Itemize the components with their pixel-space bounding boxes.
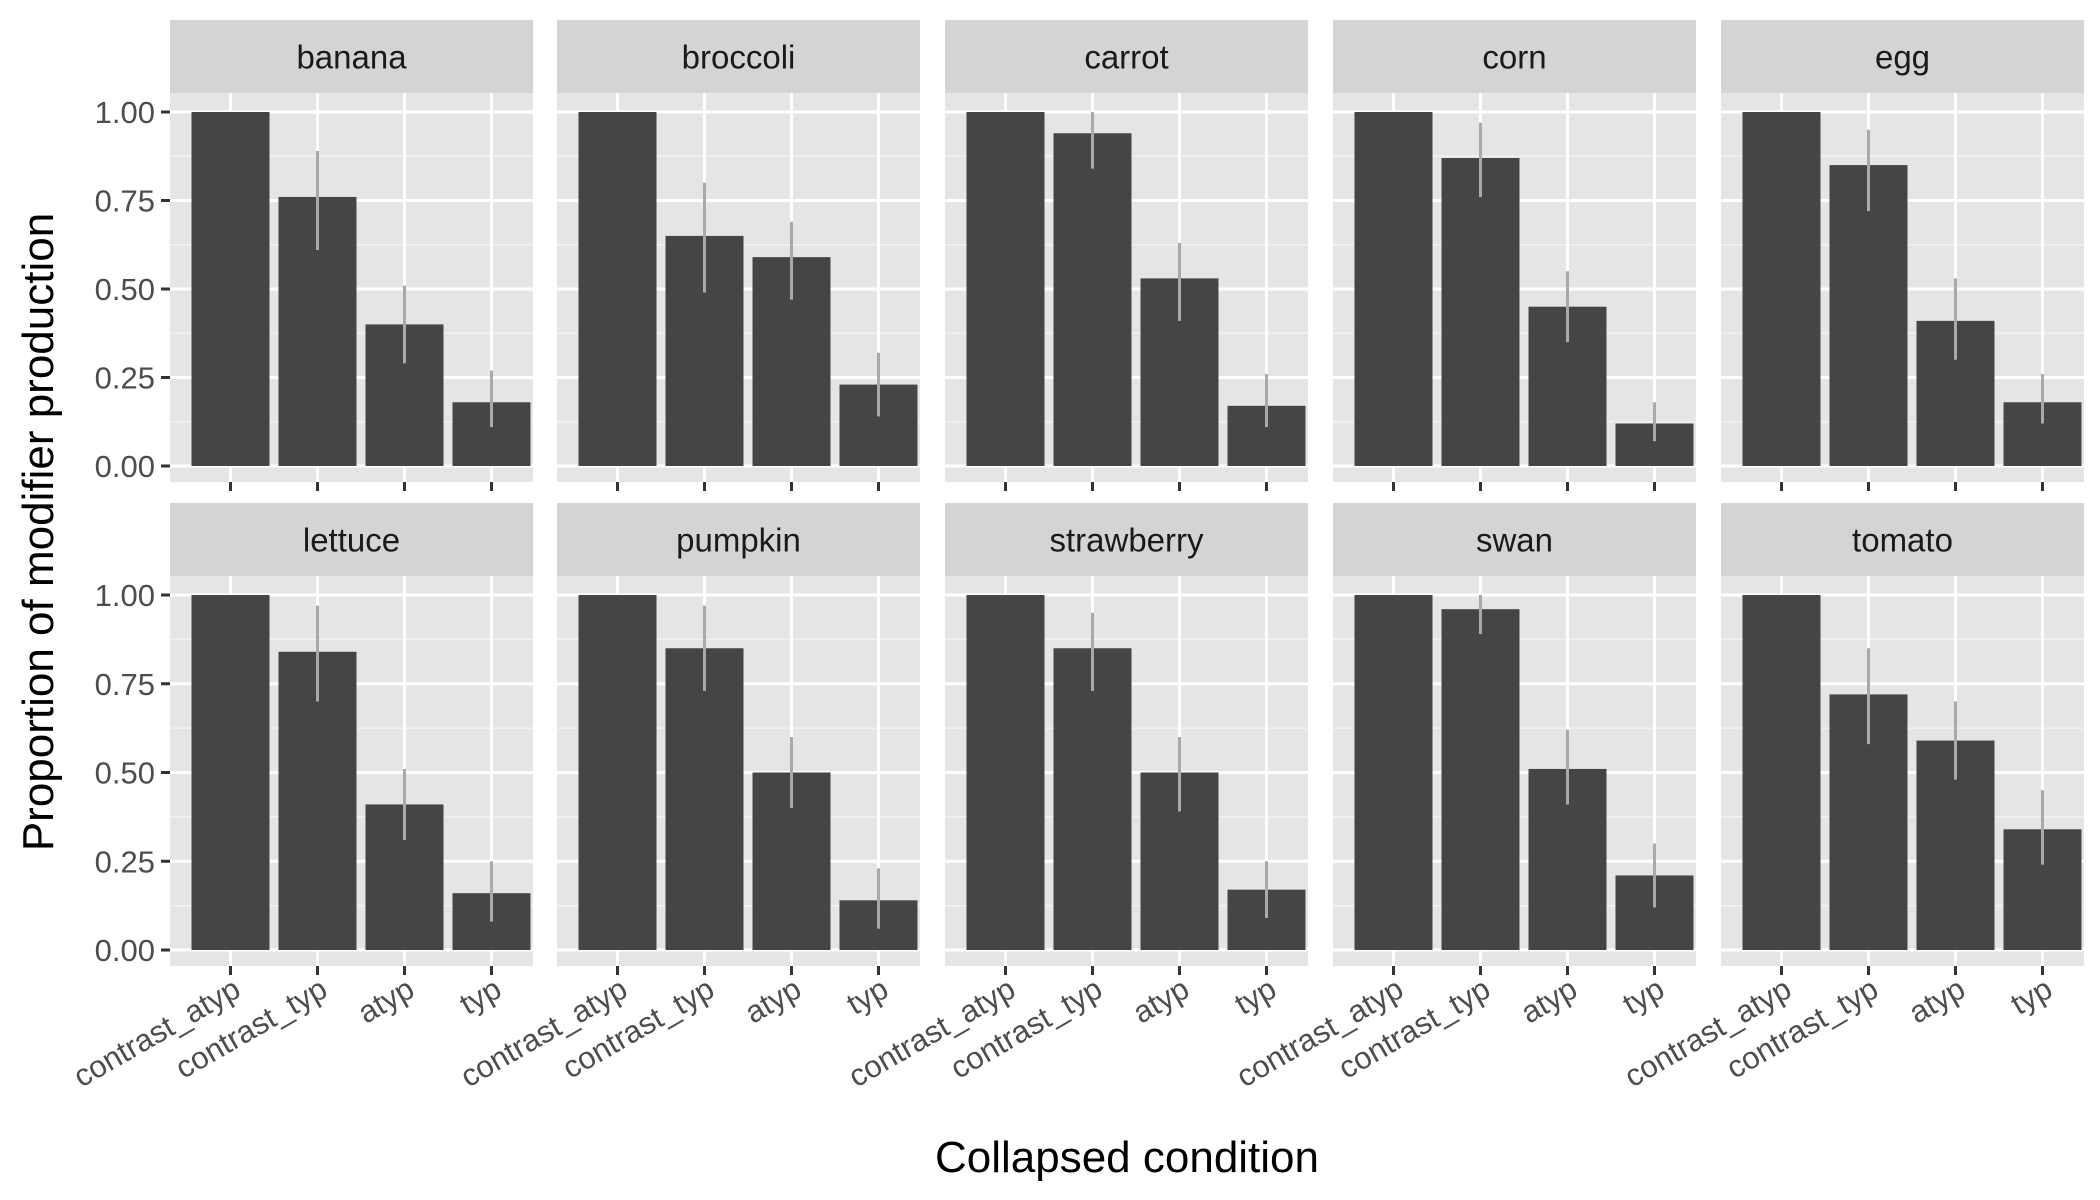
x-tick-label: typ bbox=[2005, 971, 2058, 1022]
facet-strip bbox=[1333, 20, 1696, 93]
bar-contrast_atyp bbox=[1742, 595, 1821, 950]
bar-contrast_typ bbox=[1829, 165, 1908, 466]
bar-contrast_atyp bbox=[191, 595, 270, 950]
facet-panels: banana 0.00 0.25 0.50 0.75 1.00 broccoli carrot… bbox=[67, 20, 2084, 1094]
bar-contrast_atyp bbox=[966, 112, 1045, 466]
x-tick-label: atyp bbox=[1903, 971, 1971, 1031]
facet-strip-label: broccoli bbox=[682, 39, 796, 76]
facet-strip bbox=[1721, 20, 2084, 93]
y-tick-label: 0.50 bbox=[95, 756, 155, 791]
bar-contrast_typ bbox=[1441, 158, 1520, 466]
facet-strip-label: carrot bbox=[1084, 39, 1168, 76]
facet-strip-label: lettuce bbox=[303, 522, 400, 559]
bar-contrast_atyp bbox=[191, 112, 270, 466]
bar-contrast_atyp bbox=[578, 595, 657, 950]
y-axis-title: Proportion of modifier production bbox=[14, 213, 63, 851]
facet-strip-label: strawberry bbox=[1049, 522, 1204, 559]
facet-banana: banana 0.00 0.25 0.50 0.75 1.00 bbox=[95, 20, 533, 491]
facet-strip bbox=[945, 20, 1308, 93]
x-tick-label: typ bbox=[454, 971, 507, 1022]
y-tick-label: 1.00 bbox=[95, 578, 155, 613]
y-tick-label: 0.75 bbox=[95, 667, 155, 702]
bar-contrast_typ bbox=[1053, 648, 1132, 950]
facet-carrot: carrot bbox=[945, 20, 1308, 491]
bar-contrast_atyp bbox=[578, 112, 657, 466]
x-tick-label: atyp bbox=[352, 971, 420, 1031]
y-tick-label: 0.25 bbox=[95, 361, 155, 396]
x-tick-label: typ bbox=[841, 971, 894, 1022]
facet-strip bbox=[1333, 503, 1696, 576]
x-tick-label: typ bbox=[1229, 971, 1282, 1022]
facet-strip-label: corn bbox=[1482, 39, 1546, 76]
facet-strip-label: banana bbox=[296, 39, 407, 76]
bar-contrast_atyp bbox=[1742, 112, 1821, 466]
x-tick-label: atyp bbox=[1515, 971, 1583, 1031]
bar-contrast_typ bbox=[1053, 133, 1132, 467]
facet-corn: corn bbox=[1333, 20, 1696, 491]
facet-strip bbox=[170, 503, 533, 576]
y-tick-label: 0.00 bbox=[95, 933, 155, 968]
bar-contrast_typ bbox=[1441, 609, 1520, 950]
y-tick-label: 0.75 bbox=[95, 184, 155, 219]
x-tick-label: typ bbox=[1617, 971, 1670, 1022]
bar-contrast_atyp bbox=[966, 595, 1045, 950]
facet-strip bbox=[1721, 503, 2084, 576]
facet-strip-label: egg bbox=[1875, 39, 1930, 76]
facet-egg: egg bbox=[1721, 20, 2084, 491]
facet-strip-label: swan bbox=[1476, 522, 1553, 559]
y-tick-label: 0.25 bbox=[95, 844, 155, 879]
bar-contrast_atyp bbox=[1354, 595, 1433, 950]
facet-strip-label: pumpkin bbox=[676, 522, 801, 559]
facet-broccoli: broccoli bbox=[557, 20, 920, 491]
y-tick-label: 1.00 bbox=[95, 95, 155, 130]
bar-contrast_typ bbox=[665, 648, 744, 950]
facet-strip bbox=[557, 20, 920, 93]
facet-lettuce: lettuce0.000.250.500.751.00contrast_atyp… bbox=[67, 503, 533, 1094]
facet-strip bbox=[170, 20, 533, 93]
facet-strip-label: tomato bbox=[1852, 522, 1953, 559]
y-tick-label: 0.00 bbox=[95, 449, 155, 484]
x-tick-label: atyp bbox=[739, 971, 807, 1031]
y-tick-label: 0.50 bbox=[95, 272, 155, 307]
facet-strip bbox=[945, 503, 1308, 576]
x-tick-label: atyp bbox=[1127, 971, 1195, 1031]
facet-strip bbox=[557, 503, 920, 576]
bar-contrast_atyp bbox=[1354, 112, 1433, 466]
x-axis-title: Collapsed condition bbox=[935, 1133, 1319, 1182]
